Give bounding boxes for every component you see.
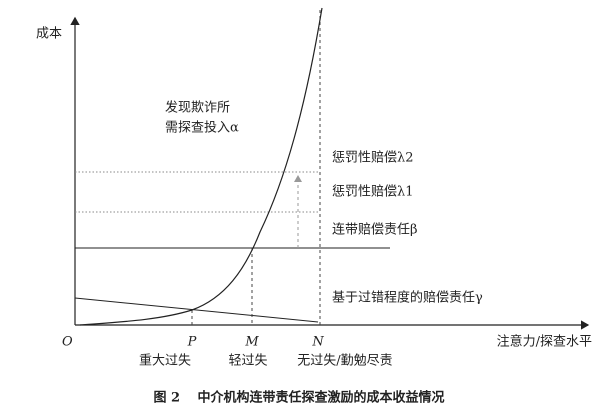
y-axis-label: 成本: [36, 27, 62, 42]
origin-label: O: [62, 335, 73, 350]
point-label: 重大过失: [139, 353, 191, 369]
annotation: 惩罚性赔偿λ2: [332, 151, 414, 166]
point-letter: P: [187, 335, 197, 350]
x-axis-label: 注意力/探查水平: [497, 334, 592, 350]
caption: 图 2 中介机构连带责任探查激励的成本收益情况: [153, 390, 444, 406]
annotation: 基于过错程度的赔偿责任γ: [332, 290, 483, 306]
annotation: 需探查投入α: [165, 120, 239, 136]
point-label: 轻过失: [228, 354, 267, 369]
cost-curve: [79, 7, 323, 326]
annotation: 惩罚性赔偿λ1: [332, 185, 414, 200]
point-letter: M: [244, 335, 259, 350]
point-label: 无过失/勤勉尽责: [297, 354, 392, 369]
fault-liability-line: [74, 297, 319, 323]
annotation: 连带赔偿责任β: [332, 222, 418, 238]
annotation: 发现欺诈所: [165, 100, 230, 116]
point-letter: N: [311, 335, 324, 350]
